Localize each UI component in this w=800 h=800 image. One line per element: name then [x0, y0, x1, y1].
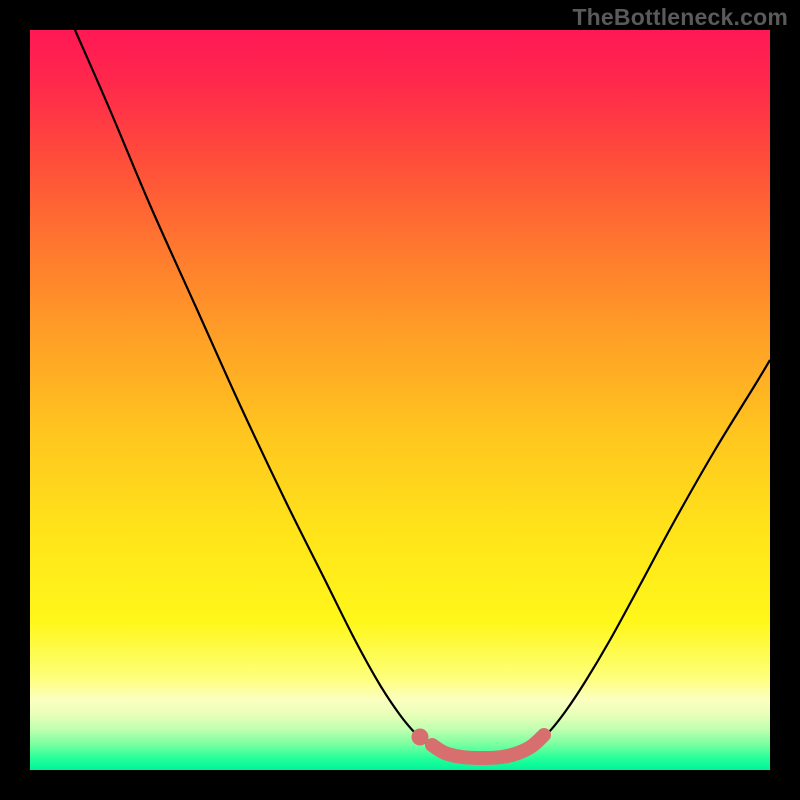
optimal-point-marker: [412, 729, 429, 746]
plot-background: [30, 30, 770, 770]
bottleneck-chart: TheBottleneck.com: [0, 0, 800, 800]
watermark-text: TheBottleneck.com: [572, 4, 788, 31]
chart-svg: [0, 0, 800, 800]
